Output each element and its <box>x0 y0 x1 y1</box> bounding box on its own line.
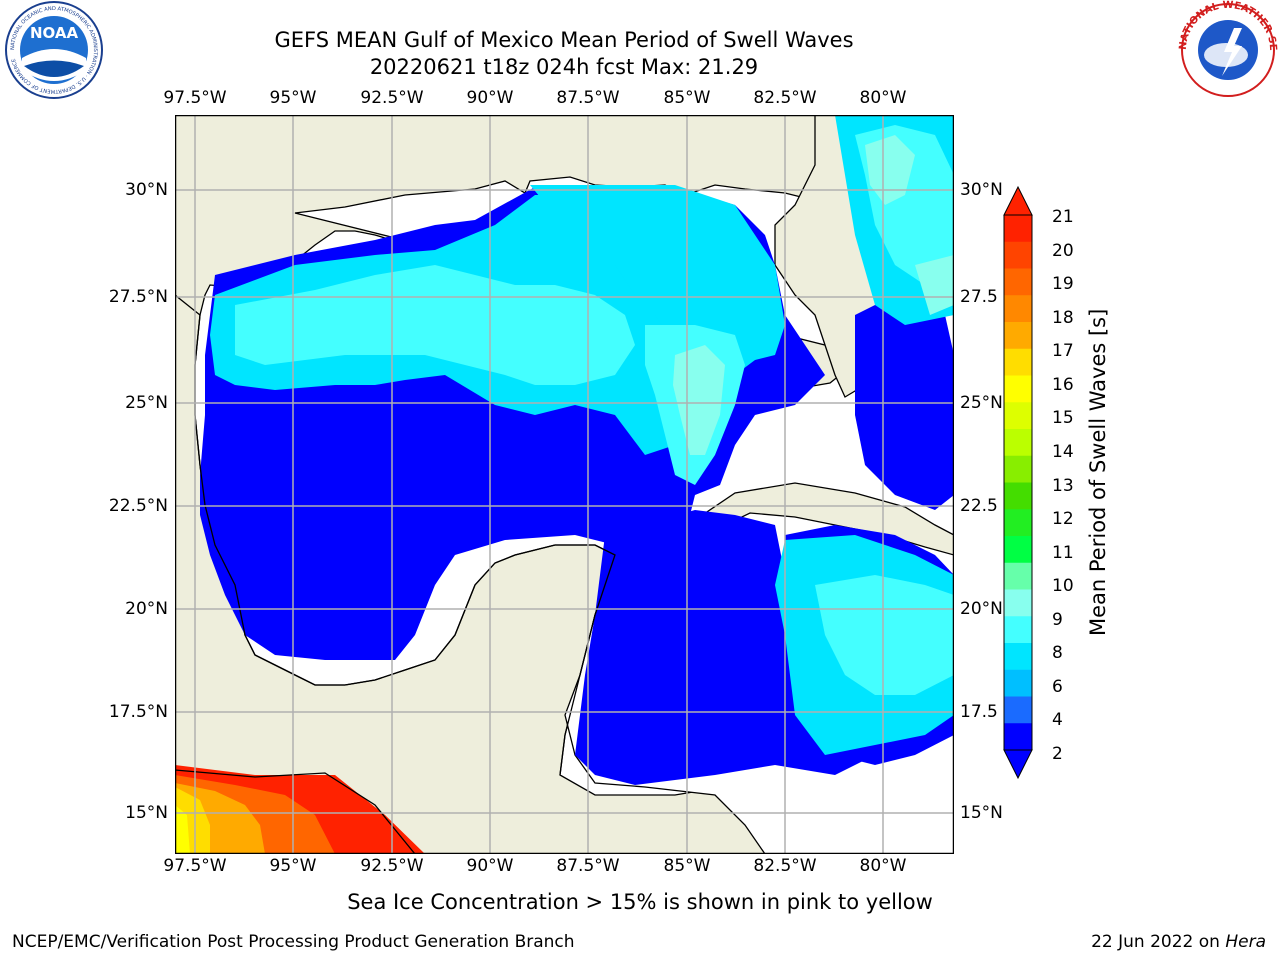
lat-tick-left: 17.5°N <box>108 702 168 722</box>
colorbar-swatch <box>1004 455 1032 484</box>
lon-tick-top: 82.5°W <box>753 88 817 108</box>
lon-tick-bottom: 90°W <box>466 856 514 876</box>
colorbar-extend-bottom <box>1003 749 1033 780</box>
colorbar-extend-top <box>1003 185 1033 216</box>
lon-tick-top: 80°W <box>859 88 907 108</box>
lon-tick-top: 85°W <box>663 88 711 108</box>
footer-date-text: 22 Jun 2022 on <box>1091 932 1226 952</box>
colorbar-swatch <box>1004 723 1032 751</box>
colorbar-tick-label: 18 <box>1052 307 1074 328</box>
colorbar-tick-label: 9 <box>1052 609 1063 630</box>
colorbar-swatch <box>1004 215 1032 243</box>
lon-tick-bottom: 92.5°W <box>360 856 424 876</box>
lon-tick-bottom: 85°W <box>663 856 711 876</box>
lat-tick-left: 22.5°N <box>108 496 168 516</box>
colorbar-tick-label: 21 <box>1052 207 1074 227</box>
lon-tick-bottom: 95°W <box>269 856 317 876</box>
pacific-long-period <box>175 765 425 854</box>
colorbar-swatch <box>1004 616 1032 644</box>
lon-tick-top: 95°W <box>269 88 317 108</box>
colorbar-tick-label: 20 <box>1052 240 1074 261</box>
map-panel <box>175 115 954 854</box>
lat-tick-right: 25°N <box>960 393 1003 413</box>
noaa-logo-text: NOAA <box>30 24 79 42</box>
lat-tick-left: 15°N <box>125 803 168 823</box>
lat-tick-right: 17.5 <box>960 702 998 722</box>
colorbar-tick-label: 2 <box>1052 744 1063 764</box>
lat-tick-right: 15°N <box>960 803 1003 823</box>
map-title-line2: 20220621 t18z 024h fcst Max: 21.29 <box>369 55 759 79</box>
lat-tick-right: 30°N <box>960 180 1003 200</box>
colorbar-swatch <box>1004 375 1032 403</box>
lat-tick-right: 22.5 <box>960 496 998 516</box>
lon-tick-bottom: 82.5°W <box>753 856 817 876</box>
colorbar-swatch <box>1004 509 1032 537</box>
nws-logo: NATIONAL WEATHER SERVICE <box>1176 0 1278 97</box>
colorbar-swatch <box>1004 696 1032 724</box>
lon-tick-bottom: 97.5°W <box>163 856 227 876</box>
colorbar-swatch <box>1004 322 1032 350</box>
cuba-land <box>693 482 954 556</box>
colorbar-swatch <box>1004 429 1032 457</box>
colorbar-swatch <box>1004 268 1032 296</box>
lat-tick-left: 30°N <box>125 180 168 200</box>
colorbar-swatch <box>1004 402 1032 430</box>
colorbar-tick-label: 12 <box>1052 509 1074 530</box>
lon-tick-bottom: 87.5°W <box>556 856 620 876</box>
colorbar-swatch <box>1004 295 1032 323</box>
colorbar-tick-label: 19 <box>1052 274 1074 295</box>
footer-date: 22 Jun 2022 on Hera <box>1091 932 1266 952</box>
lat-tick-left: 20°N <box>125 599 168 619</box>
lon-tick-top: 92.5°W <box>360 88 424 108</box>
swell-contours <box>200 115 954 785</box>
coastline <box>175 294 616 776</box>
lat-tick-right: 20°N <box>960 599 1003 619</box>
colorbar-swatch <box>1004 562 1032 591</box>
lon-tick-top: 90°W <box>466 88 514 108</box>
lat-tick-left: 27.5°N <box>108 287 168 307</box>
grid-lines <box>175 115 954 854</box>
footer-branch: NCEP/EMC/Verification Post Processing Pr… <box>12 932 575 952</box>
sea-ice-note: Sea Ice Concentration > 15% is shown in … <box>347 890 933 914</box>
colorbar-title: Mean Period of Swell Waves [s] <box>1086 308 1110 636</box>
colorbar-swatch <box>1004 348 1032 377</box>
lon-tick-bottom: 80°W <box>859 856 907 876</box>
colorbar-swatch <box>1004 536 1032 564</box>
map-frame <box>175 115 954 854</box>
colorbar-tick-label: 6 <box>1052 676 1063 697</box>
colorbar-tick-label: 10 <box>1052 576 1074 597</box>
colorbar-tick-label: 17 <box>1052 341 1074 362</box>
colorbar-swatch <box>1004 643 1032 671</box>
lon-tick-top: 97.5°W <box>163 88 227 108</box>
colorbar-tick-label: 16 <box>1052 374 1074 395</box>
colorbar-swatch <box>1004 589 1032 617</box>
colorbar-tick-label: 13 <box>1052 475 1074 496</box>
noaa-logo: NOAA NATIONAL OCEANIC AND ATMOSPHERIC AD… <box>5 1 103 99</box>
colorbar-tick-label: 14 <box>1052 441 1074 462</box>
lon-tick-top: 87.5°W <box>556 88 620 108</box>
colorbar-tick-label: 4 <box>1052 710 1063 731</box>
colorbar-swatch <box>1004 669 1032 698</box>
colorbar-tick-label: 15 <box>1052 408 1074 429</box>
colorbar-tick-label: 11 <box>1052 542 1074 563</box>
map-title-line1: GEFS MEAN Gulf of Mexico Mean Period of … <box>274 28 854 52</box>
colorbar-swatch <box>1004 241 1032 270</box>
colorbar-swatch <box>1004 482 1032 510</box>
lat-tick-left: 25°N <box>125 393 168 413</box>
lat-tick-right: 27.5 <box>960 287 998 307</box>
colorbar-tick-label: 8 <box>1052 643 1063 664</box>
colorbar <box>1003 185 1033 780</box>
colorbar-frame <box>1003 214 1033 751</box>
footer-host: Hera <box>1225 932 1266 952</box>
